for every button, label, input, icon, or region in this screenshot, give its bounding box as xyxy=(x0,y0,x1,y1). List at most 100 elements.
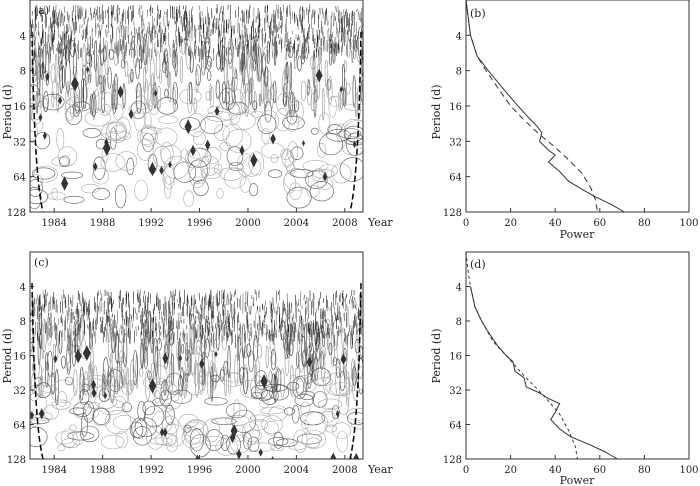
contour-ring xyxy=(107,66,112,89)
contour-ring xyxy=(58,331,63,354)
contour-stroke xyxy=(111,26,113,42)
contour-stroke xyxy=(180,312,182,322)
contour-ring xyxy=(317,35,321,65)
contour-ring xyxy=(227,344,231,378)
contour-ring xyxy=(92,168,109,185)
contour-ring xyxy=(345,83,351,95)
contour-ring xyxy=(268,169,283,178)
contour-ring xyxy=(119,326,124,344)
contour-ring xyxy=(89,363,93,398)
contour-ring xyxy=(228,371,232,395)
contour-ring xyxy=(183,424,192,433)
contour-stroke xyxy=(79,320,81,330)
contour-ring xyxy=(289,374,298,398)
contour-ring xyxy=(55,93,60,103)
x-tick-label: 2000 xyxy=(235,218,260,229)
contour-ring xyxy=(41,61,45,74)
contour-peak xyxy=(236,448,242,459)
contour-ring xyxy=(332,318,338,351)
contour-ring xyxy=(319,351,324,370)
contour-stroke xyxy=(176,299,178,303)
contour-ring xyxy=(142,400,156,416)
contour-ring xyxy=(129,380,135,391)
contour-ring xyxy=(148,377,166,385)
contour-ring xyxy=(133,108,146,132)
contour-ring xyxy=(111,331,116,354)
contour-ring xyxy=(325,318,331,336)
contour-ring xyxy=(188,45,191,56)
contour-stroke xyxy=(61,330,63,338)
y-tick-label: 8 xyxy=(456,317,462,328)
contour-ring xyxy=(269,86,275,100)
contour-ring xyxy=(112,79,117,97)
x-axis-label-a: Year xyxy=(367,216,393,229)
contour-ring xyxy=(284,65,287,98)
x-tick-label: 80 xyxy=(638,218,651,229)
contour-ring xyxy=(326,129,352,142)
contour-ring xyxy=(114,184,127,209)
contour-peak xyxy=(306,356,313,368)
contour-ring xyxy=(350,333,354,349)
contour-ring xyxy=(99,104,111,116)
contour-ring xyxy=(215,79,221,100)
contour-ring xyxy=(259,110,280,133)
x-tick-label: 1992 xyxy=(138,218,163,229)
contour-ring xyxy=(51,399,71,410)
contour-ring xyxy=(271,373,276,394)
contour-ring xyxy=(318,164,338,178)
contour-ring xyxy=(82,43,86,76)
x-tick-label: 1992 xyxy=(138,465,163,476)
contour-ring xyxy=(241,51,245,72)
contour-ring xyxy=(251,391,262,400)
contour-ring xyxy=(55,431,75,445)
contour-ring xyxy=(173,161,197,183)
contour-ring xyxy=(311,367,332,386)
contour-ring xyxy=(56,81,60,113)
contour-stroke xyxy=(343,296,345,303)
contour-ring xyxy=(158,115,179,124)
contour-ring xyxy=(127,317,131,339)
contour-ring xyxy=(41,323,45,360)
y-tick-label: 32 xyxy=(13,386,26,397)
contour-ring xyxy=(50,63,56,83)
contour-ring xyxy=(271,34,276,59)
contour-stroke xyxy=(215,323,217,329)
contour-peak xyxy=(184,119,192,135)
contour-ring xyxy=(276,91,298,116)
contour-stroke xyxy=(155,331,157,337)
contour-ring xyxy=(48,317,52,337)
contour-ring xyxy=(221,81,226,104)
contour-ring xyxy=(306,437,320,449)
contour-ring xyxy=(193,97,197,113)
contour-ring xyxy=(165,63,168,75)
contour-ring xyxy=(80,425,100,443)
contour-stroke xyxy=(133,291,135,305)
contour-stroke xyxy=(226,295,228,305)
contour-ring xyxy=(293,56,297,70)
contour-ring xyxy=(139,126,158,147)
contour-peak xyxy=(178,354,183,362)
contour-ring xyxy=(216,188,224,199)
contour-ring xyxy=(132,426,152,446)
contour-ring xyxy=(178,413,199,428)
contour-ring xyxy=(163,379,167,396)
contour-ring xyxy=(155,127,178,147)
contour-stroke xyxy=(345,334,347,346)
contour-ring xyxy=(75,331,81,349)
contour-ring xyxy=(319,133,343,156)
contour-ring xyxy=(270,348,277,371)
contour-peak xyxy=(74,348,82,364)
contour-ring xyxy=(100,78,106,100)
contour-ring xyxy=(116,360,121,391)
contour-ring xyxy=(101,90,106,113)
contour-ring xyxy=(107,120,126,134)
contour-ring xyxy=(64,31,68,68)
plot-frame-d xyxy=(465,251,690,460)
contour-ring xyxy=(156,85,162,111)
contour-ring xyxy=(283,110,300,132)
contour-peak xyxy=(86,66,90,73)
contour-ring xyxy=(40,368,50,388)
contour-peak xyxy=(190,144,196,157)
contour-stroke xyxy=(146,29,148,38)
contour-ring xyxy=(211,378,216,391)
